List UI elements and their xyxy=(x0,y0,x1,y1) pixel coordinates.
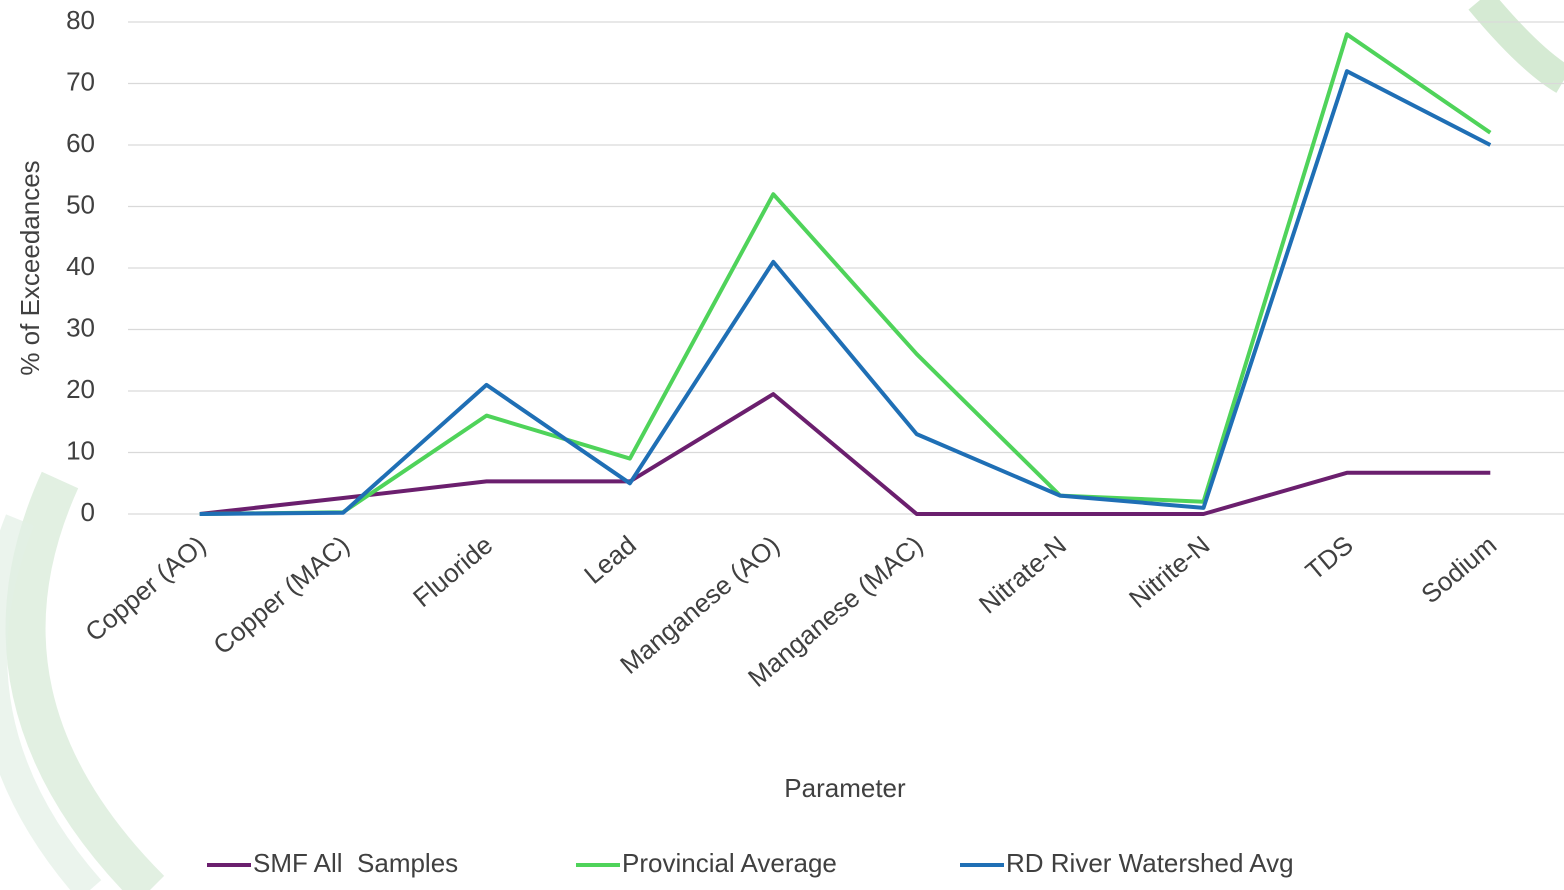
page: {"chart_data": {"type": "line", "x_label… xyxy=(0,0,1564,890)
y-tick-label: 0 xyxy=(81,497,95,527)
series-line xyxy=(200,394,1491,514)
x-axis-title: Parameter xyxy=(784,773,906,803)
x-tick-label: Copper (MAC) xyxy=(207,530,355,661)
legend-label: RD River Watershed Avg xyxy=(1006,848,1294,878)
x-tick-label: TDS xyxy=(1300,530,1359,586)
y-axis-title: % of Exceedances xyxy=(15,160,45,375)
legend-label: Provincial Average xyxy=(622,848,837,878)
y-tick-label: 40 xyxy=(66,251,95,281)
y-tick-label: 80 xyxy=(66,5,95,35)
series-line xyxy=(200,34,1491,514)
x-tick-label: Nitrite-N xyxy=(1123,530,1215,614)
y-tick-label: 60 xyxy=(66,128,95,158)
y-tick-label: 10 xyxy=(66,435,95,465)
y-tick-label: 70 xyxy=(66,66,95,96)
y-tick-label: 20 xyxy=(66,374,95,404)
y-tick-label: 50 xyxy=(66,189,95,219)
x-tick-label: Sodium xyxy=(1415,530,1502,610)
series-line xyxy=(200,71,1491,514)
x-tick-label: Copper (AO) xyxy=(79,530,211,648)
chart: % of Exceedances Parameter 0 10 20 30 40 50 60… xyxy=(0,0,1564,890)
x-tick-label: Nitrate-N xyxy=(973,530,1072,620)
legend-label: SMF All Samples xyxy=(253,848,458,878)
x-tick-label: Lead xyxy=(578,530,642,590)
x-tick-label: Fluoride xyxy=(407,530,498,613)
background-decoration xyxy=(0,0,1564,890)
y-tick-label: 30 xyxy=(66,312,95,342)
